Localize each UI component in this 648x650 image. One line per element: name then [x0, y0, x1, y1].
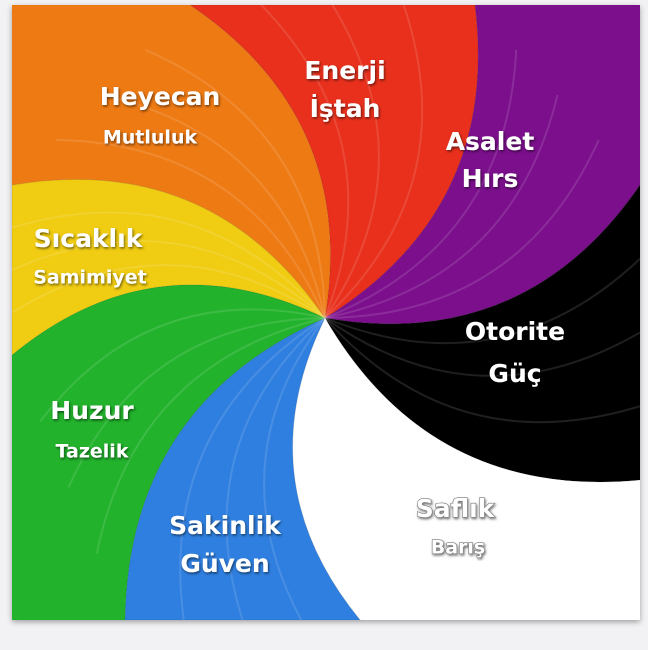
color-label: Tazelik — [56, 441, 129, 463]
color-label: Saflık — [416, 494, 496, 523]
color-wheel-image: Enerji İştah Asalet Hırs Otorite Güç Saflık Bar… — [0, 0, 648, 650]
color-label: İştah — [310, 93, 381, 123]
color-label: Hırs — [462, 164, 519, 193]
color-label: Asalet — [446, 127, 535, 156]
color-label: Enerji — [304, 56, 385, 85]
page: {"segments": [ {"color": "#e8301c", "lin… — [0, 0, 648, 650]
color-label: Güven — [180, 549, 269, 578]
color-label: Huzur — [50, 396, 134, 425]
color-label: Samimiyet — [33, 267, 146, 289]
color-label: Mutluluk — [103, 127, 198, 149]
color-label: Sakinlik — [169, 511, 282, 540]
color-label: Güç — [488, 359, 541, 388]
color-label: Sıcaklık — [34, 224, 144, 253]
color-label: Otorite — [465, 317, 565, 346]
color-label: Heyecan — [100, 82, 221, 111]
color-label: Barış — [431, 537, 486, 559]
